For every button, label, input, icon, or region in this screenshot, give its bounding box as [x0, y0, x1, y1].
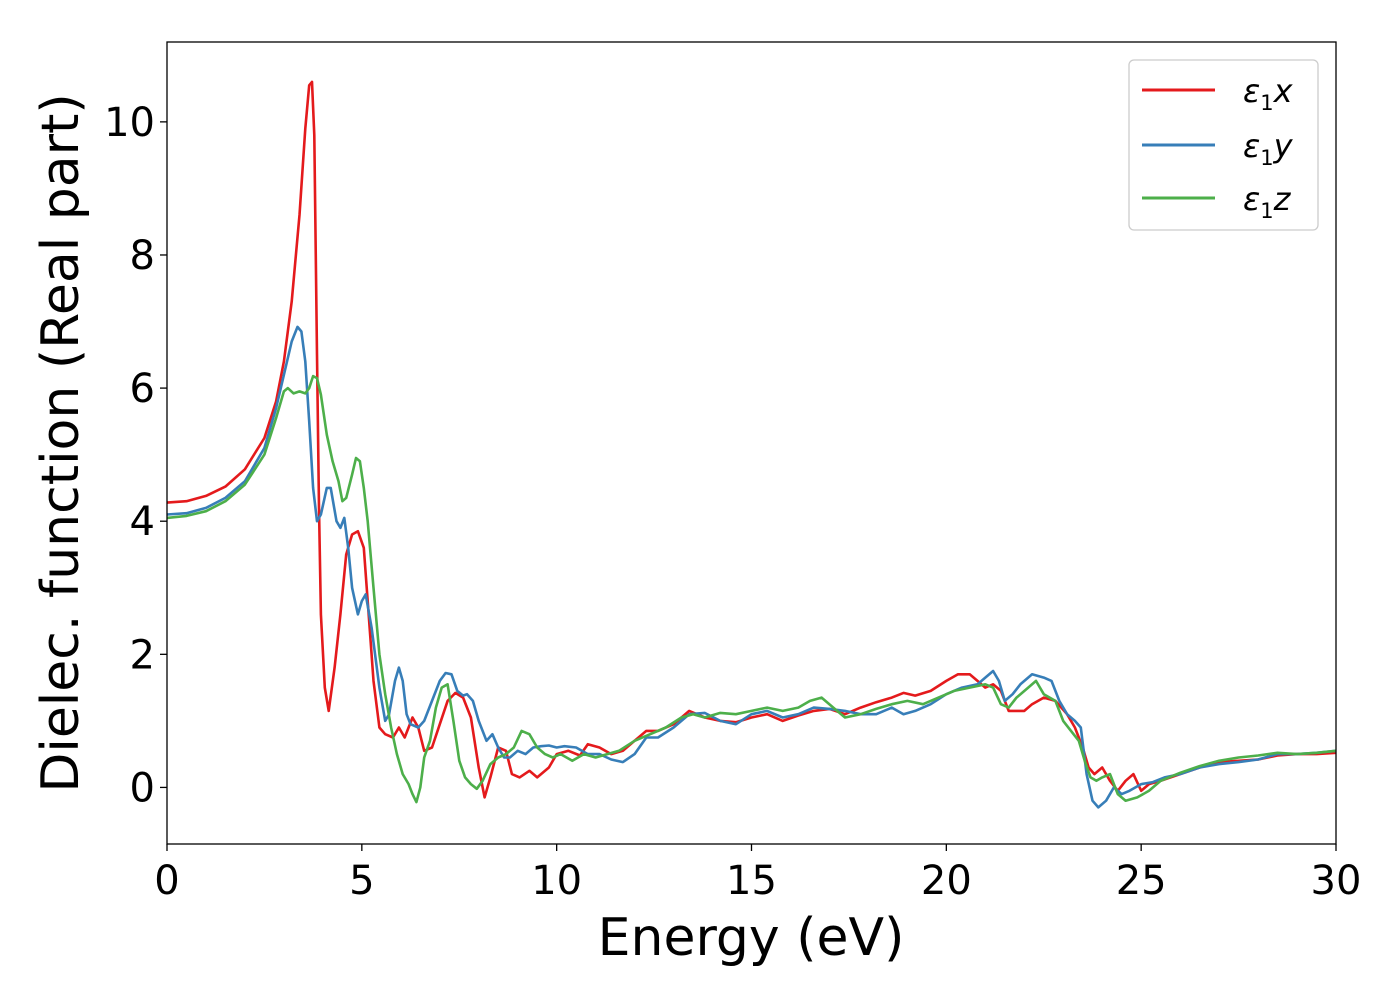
y-tick-label: 8: [130, 233, 155, 279]
x-tick-label: 5: [349, 858, 374, 904]
legend-box: [1128, 59, 1319, 231]
legend-label-z: ε1z: [1243, 180, 1292, 223]
series-line-z: [166, 374, 1337, 804]
y-tick-label: 0: [130, 765, 155, 811]
series-layer: [166, 80, 1337, 809]
legend-label-y: ε1y: [1243, 127, 1294, 170]
y-tick-label: 6: [130, 366, 155, 412]
legend-label-x: ε1x: [1243, 72, 1294, 115]
x-axis-ticks: 0 5 10 15 20 25 30: [154, 844, 1361, 904]
y-tick-label: 2: [130, 632, 155, 678]
x-tick-label: 15: [726, 858, 777, 904]
x-axis-label: Energy (eV): [598, 908, 905, 968]
legend-entry-z: ε1z: [1142, 180, 1292, 223]
y-axis-label: Dielec. function (Real part): [31, 93, 91, 792]
y-axis-ticks: 0 2 4 6 8 10: [104, 100, 167, 811]
x-tick-label: 30: [1311, 858, 1362, 904]
legend-entry-x: ε1x: [1142, 72, 1294, 115]
legend: ε1x ε1y ε1z: [1128, 59, 1319, 231]
legend-entry-y: ε1y: [1142, 127, 1294, 170]
x-tick-label: 0: [154, 858, 179, 904]
x-tick-label: 10: [531, 858, 582, 904]
y-tick-label: 10: [104, 100, 155, 146]
y-tick-label: 4: [130, 499, 155, 545]
x-tick-label: 20: [921, 858, 972, 904]
series-line-y: [166, 325, 1337, 809]
x-tick-label: 25: [1116, 858, 1167, 904]
